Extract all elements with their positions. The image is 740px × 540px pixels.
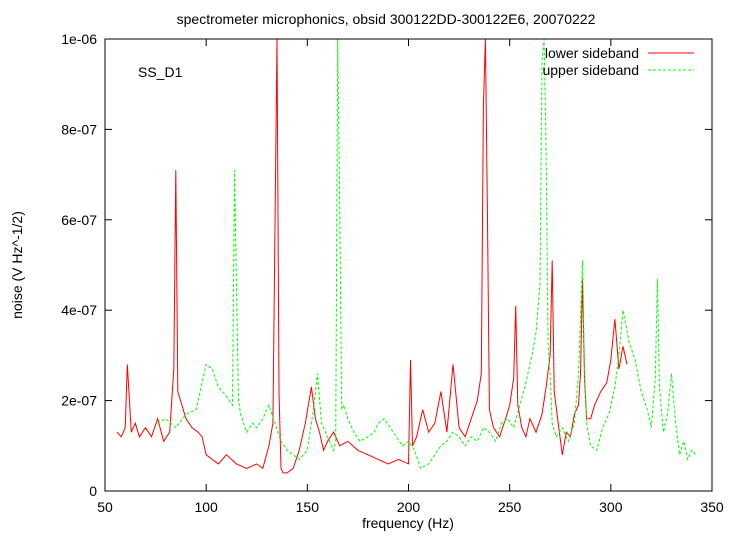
x-tick-label: 300 bbox=[599, 499, 623, 515]
y-axis-label: noise (V Hz^-1/2) bbox=[9, 211, 25, 319]
chart-annotation: SS_D1 bbox=[138, 64, 183, 80]
x-tick-label: 50 bbox=[97, 499, 113, 515]
x-tick-label: 350 bbox=[700, 499, 724, 515]
legend-label: lower sideband bbox=[545, 45, 639, 61]
y-tick-label: 1e-06 bbox=[61, 31, 97, 47]
y-tick-label: 8e-07 bbox=[61, 121, 97, 137]
plot-area bbox=[116, 39, 697, 474]
x-tick-label: 150 bbox=[296, 499, 320, 515]
chart-title: spectrometer microphonics, obsid 300122D… bbox=[177, 11, 596, 27]
legend-label: upper sideband bbox=[542, 62, 639, 78]
y-tick-label: 6e-07 bbox=[61, 212, 97, 228]
x-tick-label: 100 bbox=[194, 499, 218, 515]
y-tick-label: 4e-07 bbox=[61, 302, 97, 318]
x-axis-label: frequency (Hz) bbox=[362, 515, 454, 531]
y-tick-label: 0 bbox=[89, 483, 97, 499]
series-line-1 bbox=[116, 39, 628, 474]
series-line-2 bbox=[157, 39, 697, 470]
axis-ticks: 50 100 150 200 250 300 350 0 2e-07 4e-07 6e-07 8e-0… bbox=[61, 31, 724, 515]
y-tick-label: 2e-07 bbox=[61, 393, 97, 409]
x-tick-label: 250 bbox=[498, 499, 522, 515]
x-tick-label: 200 bbox=[397, 499, 421, 515]
plot-frame bbox=[104, 38, 713, 492]
